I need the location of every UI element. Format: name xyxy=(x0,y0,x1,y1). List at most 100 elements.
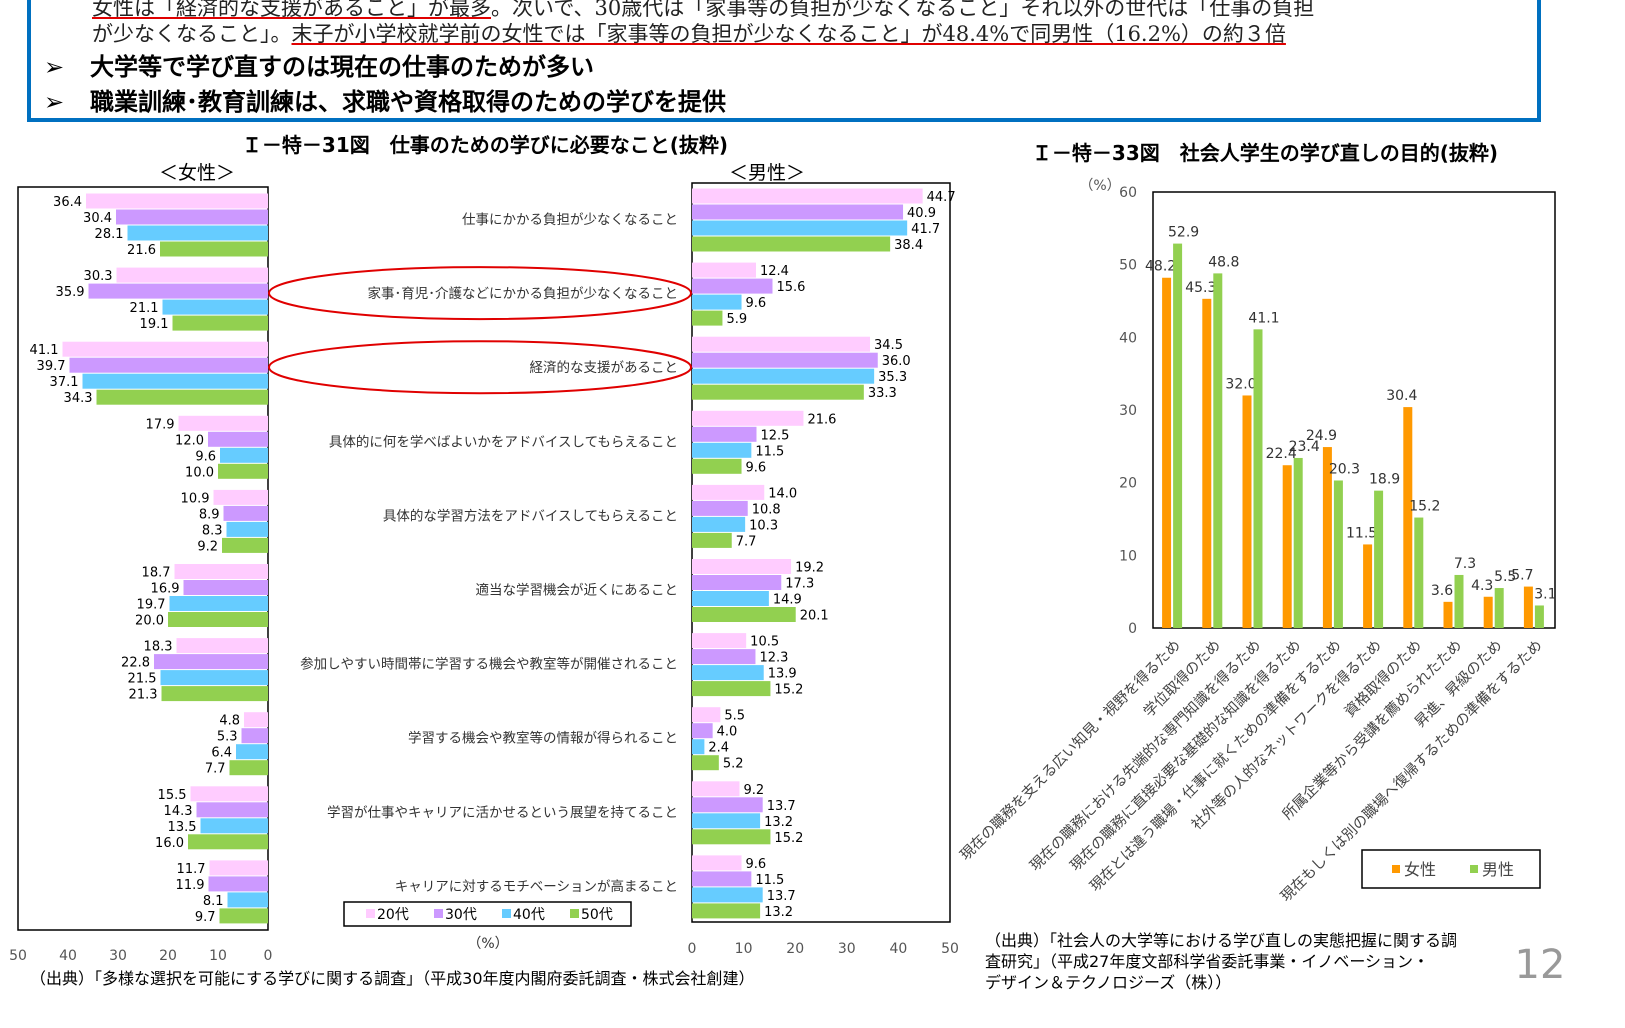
value-label: 24.9 xyxy=(1306,428,1337,444)
male-axis-tick: 10 xyxy=(735,941,753,957)
male-value-label: 9.6 xyxy=(746,857,767,872)
female-bar xyxy=(241,728,268,744)
female-value-label: 30.4 xyxy=(83,211,112,226)
male-axis-tick: 40 xyxy=(889,941,907,957)
summary-highlight: 女性は「経済的な支援があること」が最多 xyxy=(92,0,491,20)
female-value-label: 8.3 xyxy=(202,523,223,538)
female-value-label: 10.0 xyxy=(185,465,214,480)
female-bar xyxy=(183,580,268,595)
legend-swatch xyxy=(366,909,375,918)
male-value-label: 14.9 xyxy=(773,593,802,608)
male-bar xyxy=(1293,457,1303,628)
female-bar xyxy=(1282,465,1292,628)
male-bar xyxy=(692,410,804,426)
female-axis-tick: 10 xyxy=(209,948,227,964)
bullet-text: 大学等で学び直すのは現在の仕事のためが多い xyxy=(90,53,594,81)
male-bar xyxy=(692,294,742,310)
y-axis-tick: 30 xyxy=(1119,403,1137,419)
female-bar xyxy=(178,415,268,431)
female-value-label: 16.9 xyxy=(151,582,180,597)
male-value-label: 44.7 xyxy=(927,190,956,205)
female-value-label: 13.5 xyxy=(168,820,197,835)
female-value-label: 21.3 xyxy=(129,688,158,703)
female-bar xyxy=(127,225,268,241)
female-value-label: 14.3 xyxy=(164,804,193,819)
male-value-label: 33.3 xyxy=(868,386,897,401)
female-bar xyxy=(213,489,268,505)
male-bar xyxy=(692,442,752,458)
page-number: 12 xyxy=(1515,942,1566,988)
source-33-line-3: デザイン＆テクノロジーズ（株）） xyxy=(985,973,1231,992)
female-bar xyxy=(160,241,268,257)
female-bar xyxy=(244,712,268,728)
male-value-label: 13.2 xyxy=(764,905,793,920)
male-value-label: 35.3 xyxy=(878,370,907,385)
male-bar xyxy=(1213,273,1223,628)
y-axis-tick: 40 xyxy=(1119,330,1137,346)
source-33-line-2: 査研究」（平成27年度文部科学省委託事業・イノベーション・ xyxy=(985,952,1429,971)
female-value-label: 16.0 xyxy=(155,836,184,851)
bullet-1: ➢ 大学等で学び直すのは現在の仕事のためが多い xyxy=(44,47,594,82)
value-label: 4.3 xyxy=(1471,578,1493,594)
value-label: 5.7 xyxy=(1511,568,1533,584)
summary-box xyxy=(27,0,1541,122)
value-label: 52.9 xyxy=(1168,225,1199,241)
male-bar xyxy=(692,829,771,845)
male-plot-frame xyxy=(691,182,951,923)
male-value-label: 2.4 xyxy=(708,741,729,756)
female-bar xyxy=(1403,407,1413,628)
female-bar xyxy=(161,686,268,702)
female-bar xyxy=(208,876,268,892)
male-value-label: 20.1 xyxy=(800,609,829,624)
male-value-label: 12.5 xyxy=(761,428,790,443)
female-value-label: 20.0 xyxy=(135,614,164,629)
male-bar xyxy=(692,755,719,771)
category-label: 具体的な学習方法をアドバイスしてもらえること xyxy=(383,508,678,524)
value-label: 5.5 xyxy=(1494,569,1516,585)
value-label: 48.8 xyxy=(1208,254,1239,270)
female-bar xyxy=(1202,298,1212,628)
male-bar xyxy=(1414,517,1424,628)
male-bar xyxy=(692,813,761,829)
male-panel-title: ＜男性＞ xyxy=(729,162,805,184)
male-value-label: 17.3 xyxy=(785,577,814,592)
unit-label: （%） xyxy=(467,936,508,952)
female-panel-title: ＜女性＞ xyxy=(159,162,235,184)
male-axis-tick: 20 xyxy=(786,941,804,957)
value-label: 41.1 xyxy=(1248,310,1279,326)
female-value-label: 28.1 xyxy=(95,227,124,242)
female-bar xyxy=(1443,601,1453,628)
female-bar xyxy=(88,283,268,299)
female-bar xyxy=(116,209,268,225)
female-bar xyxy=(220,447,268,463)
male-value-label: 21.6 xyxy=(807,412,836,427)
male-bar xyxy=(692,739,705,755)
male-value-label: 7.7 xyxy=(736,534,757,549)
male-axis-tick: 30 xyxy=(838,941,856,957)
male-bar xyxy=(692,278,773,294)
male-value-label: 5.2 xyxy=(723,757,744,772)
female-value-label: 11.9 xyxy=(176,878,205,893)
legend-label: 20代 xyxy=(377,907,409,923)
highlight-ellipse xyxy=(268,340,692,395)
value-label: 7.3 xyxy=(1454,556,1476,572)
male-bar xyxy=(692,220,908,236)
male-bar xyxy=(692,575,782,590)
male-value-label: 10.5 xyxy=(750,635,779,650)
female-bar xyxy=(116,267,268,283)
category-label: 学習が仕事やキャリアに活かせるという展望を持てること xyxy=(327,805,678,821)
summary-text: が少なくなること」。 xyxy=(92,22,292,46)
male-bar xyxy=(692,871,752,887)
male-bar xyxy=(692,204,904,220)
legend-swatch xyxy=(502,909,511,918)
male-bar xyxy=(692,262,756,278)
male-value-label: 10.3 xyxy=(749,518,778,533)
male-value-label: 36.0 xyxy=(882,354,911,369)
male-bar xyxy=(692,352,878,368)
male-bar xyxy=(692,368,875,384)
female-axis-tick: 20 xyxy=(159,948,177,964)
female-value-label: 7.7 xyxy=(205,762,226,777)
male-bar xyxy=(692,887,763,903)
value-label: 22.4 xyxy=(1266,446,1297,462)
female-axis-tick: 50 xyxy=(9,948,27,964)
